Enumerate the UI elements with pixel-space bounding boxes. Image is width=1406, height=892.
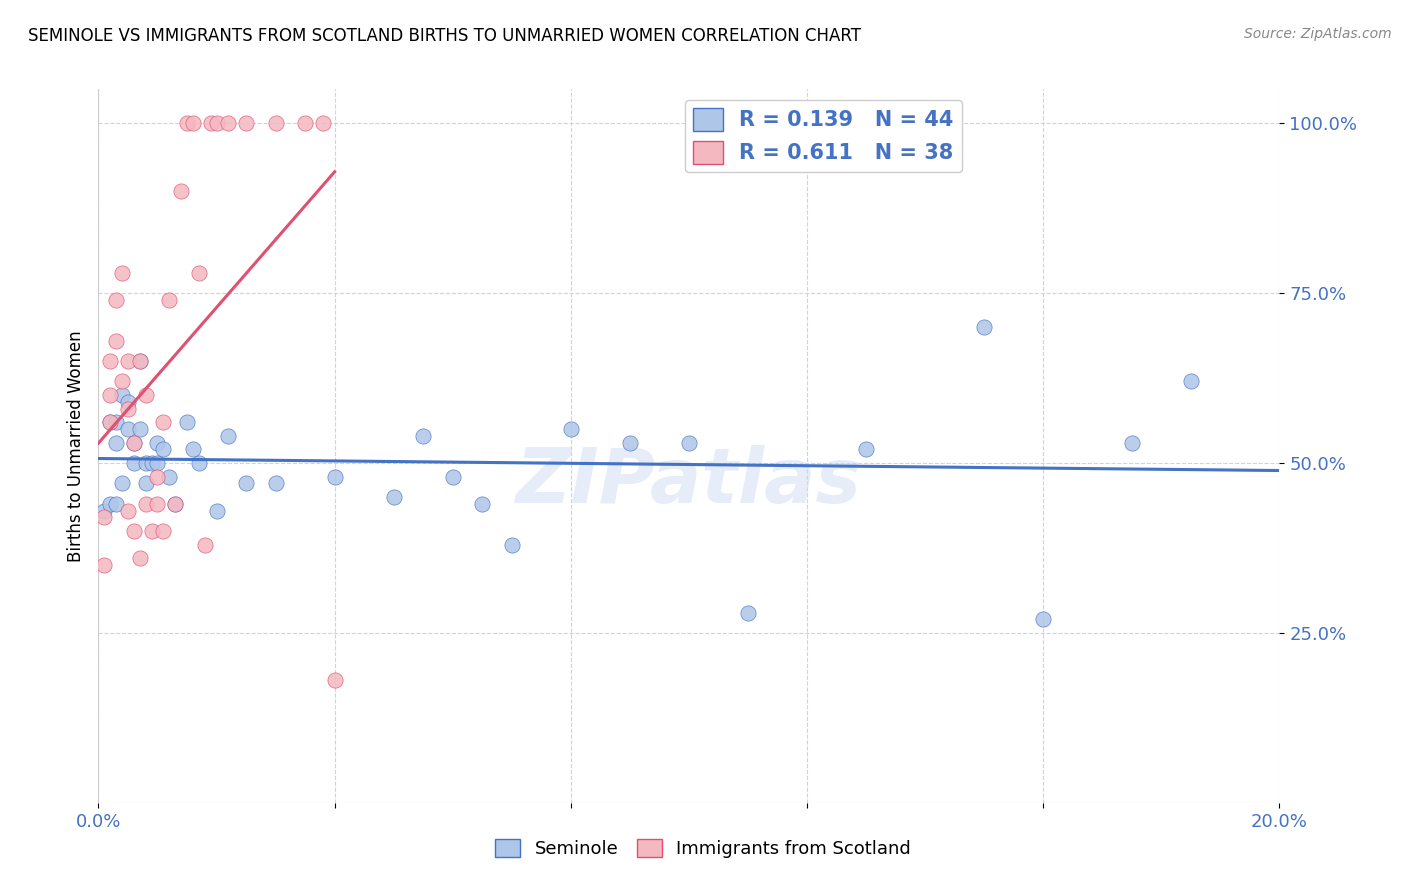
Point — [152, 442, 174, 457]
Point — [560, 422, 582, 436]
Point — [157, 293, 180, 307]
Point — [441, 469, 464, 483]
Point — [135, 388, 157, 402]
Point — [128, 354, 150, 368]
Point — [98, 415, 121, 429]
Point — [176, 116, 198, 130]
Point — [152, 524, 174, 538]
Point — [98, 497, 121, 511]
Point — [187, 266, 209, 280]
Point — [105, 435, 128, 450]
Legend: R = 0.139   N = 44, R = 0.611   N = 38: R = 0.139 N = 44, R = 0.611 N = 38 — [685, 100, 962, 172]
Point — [1180, 375, 1202, 389]
Point — [176, 415, 198, 429]
Point — [117, 394, 139, 409]
Point — [117, 422, 139, 436]
Point — [200, 116, 222, 130]
Point — [105, 415, 128, 429]
Point — [122, 435, 145, 450]
Point — [105, 497, 128, 511]
Text: Source: ZipAtlas.com: Source: ZipAtlas.com — [1244, 27, 1392, 41]
Point — [170, 184, 193, 198]
Point — [135, 476, 157, 491]
Point — [294, 116, 316, 130]
Point — [217, 116, 239, 130]
Point — [146, 435, 169, 450]
Point — [105, 293, 128, 307]
Point — [855, 442, 877, 457]
Point — [146, 469, 169, 483]
Point — [93, 558, 115, 572]
Point — [165, 497, 187, 511]
Point — [194, 537, 217, 551]
Point — [217, 429, 239, 443]
Point — [165, 497, 187, 511]
Point — [471, 497, 494, 511]
Point — [117, 503, 139, 517]
Point — [501, 537, 523, 551]
Point — [235, 116, 257, 130]
Point — [205, 503, 228, 517]
Point — [135, 456, 157, 470]
Point — [128, 422, 150, 436]
Point — [111, 375, 134, 389]
Point — [412, 429, 434, 443]
Point — [323, 469, 346, 483]
Point — [382, 490, 405, 504]
Point — [111, 388, 134, 402]
Point — [181, 116, 204, 130]
Point — [235, 476, 257, 491]
Point — [619, 435, 641, 450]
Point — [93, 510, 115, 524]
Point — [111, 266, 134, 280]
Point — [157, 469, 180, 483]
Point — [264, 476, 287, 491]
Point — [264, 116, 287, 130]
Point — [146, 456, 169, 470]
Point — [128, 551, 150, 566]
Point — [128, 354, 150, 368]
Point — [111, 476, 134, 491]
Point — [105, 334, 128, 348]
Point — [737, 606, 759, 620]
Point — [181, 442, 204, 457]
Point — [117, 354, 139, 368]
Point — [98, 388, 121, 402]
Point — [122, 435, 145, 450]
Point — [141, 524, 163, 538]
Point — [973, 320, 995, 334]
Text: ZIPatlas: ZIPatlas — [516, 445, 862, 518]
Point — [678, 435, 700, 450]
Legend: Seminole, Immigrants from Scotland: Seminole, Immigrants from Scotland — [488, 831, 918, 865]
Point — [98, 354, 121, 368]
Y-axis label: Births to Unmarried Women: Births to Unmarried Women — [66, 330, 84, 562]
Point — [98, 415, 121, 429]
Point — [187, 456, 209, 470]
Point — [1032, 612, 1054, 626]
Point — [117, 401, 139, 416]
Point — [93, 503, 115, 517]
Point — [205, 116, 228, 130]
Point — [122, 524, 145, 538]
Point — [122, 456, 145, 470]
Point — [312, 116, 335, 130]
Point — [323, 673, 346, 688]
Point — [146, 497, 169, 511]
Text: SEMINOLE VS IMMIGRANTS FROM SCOTLAND BIRTHS TO UNMARRIED WOMEN CORRELATION CHART: SEMINOLE VS IMMIGRANTS FROM SCOTLAND BIR… — [28, 27, 860, 45]
Point — [135, 497, 157, 511]
Point — [1121, 435, 1143, 450]
Point — [152, 415, 174, 429]
Point — [141, 456, 163, 470]
